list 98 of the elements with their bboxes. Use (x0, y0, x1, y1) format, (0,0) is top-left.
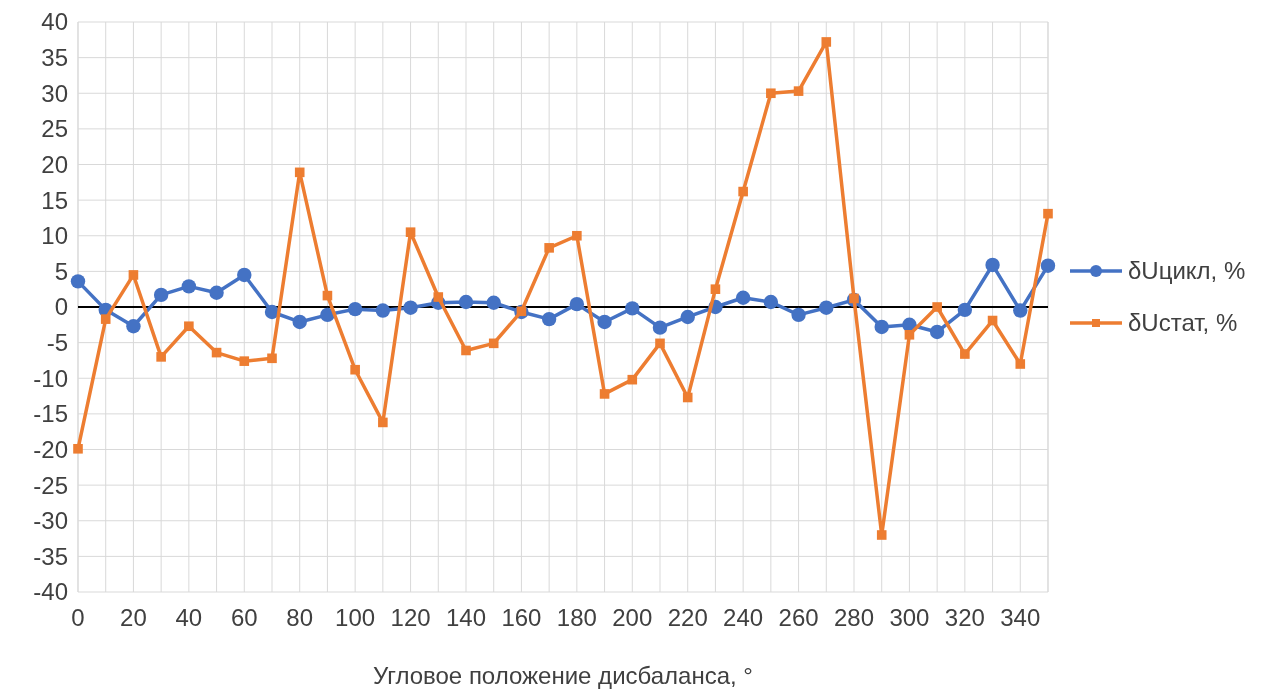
point (682, 392, 693, 403)
point (128, 270, 139, 280)
point (488, 338, 499, 349)
point (350, 364, 360, 375)
y-tick-label: -25 (33, 471, 68, 499)
y-tick-label: -40 (33, 578, 68, 606)
point (793, 86, 804, 96)
point (70, 274, 86, 289)
point (292, 314, 307, 330)
point (766, 88, 776, 99)
point (378, 417, 388, 428)
point (569, 296, 585, 312)
x-tick-label: 40 (175, 604, 203, 631)
y-tick-label: 15 (41, 186, 68, 214)
x-tick-label: 80 (286, 604, 314, 631)
point (73, 443, 83, 454)
y-tick-label: 0 (54, 293, 68, 321)
point (652, 320, 668, 335)
point (874, 319, 889, 335)
point (957, 302, 973, 318)
x-tick-label: 0 (71, 604, 85, 631)
x-tick-label: 260 (778, 604, 819, 631)
point (267, 353, 277, 364)
point (819, 300, 834, 315)
y-tick-label: -35 (33, 542, 68, 570)
y-tick-label: -10 (33, 364, 68, 392)
x-tick-label: 340 (1000, 604, 1041, 631)
y-tick-label: 30 (41, 79, 68, 107)
point (153, 287, 169, 303)
point (541, 311, 557, 327)
x-axis-title: Угловое положение дисбаланса, ° (373, 662, 753, 689)
point (100, 314, 111, 324)
point (375, 303, 391, 318)
point (763, 294, 779, 310)
y-tick-label: 40 (41, 8, 68, 36)
y-tick-label: -20 (33, 435, 68, 463)
point (791, 307, 806, 323)
point (347, 301, 363, 317)
x-tick-label: 240 (723, 604, 764, 631)
point (876, 530, 887, 540)
point (1040, 258, 1056, 273)
y-tick-label: 5 (54, 257, 68, 285)
legend-label: δUстат, % (1128, 309, 1238, 337)
x-tick-label: 280 (833, 604, 875, 631)
point (735, 290, 751, 305)
x-tick-label: 160 (501, 604, 542, 631)
point (710, 284, 721, 294)
point (156, 352, 166, 362)
point (209, 285, 224, 300)
point (904, 329, 915, 340)
point (184, 321, 194, 332)
point (738, 186, 748, 197)
point (625, 301, 640, 316)
point (572, 230, 582, 241)
x-tick-label: 320 (944, 604, 985, 631)
point (403, 300, 418, 315)
point (294, 167, 305, 178)
point (597, 314, 612, 330)
y-tick-label: 35 (41, 44, 68, 72)
point (458, 294, 474, 310)
point (126, 319, 141, 334)
legend-label: δUцикл, % (1128, 257, 1246, 285)
point (181, 279, 197, 294)
point (264, 304, 280, 320)
y-tick-label: -15 (33, 400, 68, 428)
y-tick-label: 20 (41, 150, 68, 178)
point (680, 309, 695, 325)
point (461, 345, 471, 356)
x-tick-label: 100 (335, 604, 376, 631)
x-tick-label: 60 (230, 604, 258, 631)
point (655, 338, 665, 349)
x-tick-label: 180 (556, 604, 597, 631)
point (985, 257, 1000, 273)
point (544, 243, 554, 253)
point (821, 37, 832, 47)
y-tick-label: -5 (46, 329, 68, 357)
x-tick-label: 140 (445, 604, 487, 631)
x-tick-label: 220 (667, 604, 708, 631)
point (405, 227, 416, 237)
point (929, 324, 945, 340)
y-tick-label: -30 (33, 507, 68, 535)
point (627, 374, 638, 385)
point (599, 389, 610, 399)
point (1013, 303, 1028, 318)
point (237, 267, 252, 283)
point (486, 295, 501, 310)
y-tick-label: 25 (41, 115, 68, 143)
point (960, 349, 970, 359)
point (932, 302, 942, 312)
y-tick-label: 10 (41, 222, 68, 250)
point (1043, 208, 1053, 219)
x-tick-label: 200 (612, 604, 653, 631)
x-tick-label: 20 (120, 604, 147, 631)
x-tick-label: 300 (889, 604, 930, 631)
point (1015, 359, 1026, 369)
x-tick-label: 120 (390, 604, 431, 631)
point (239, 356, 250, 366)
point (433, 292, 444, 302)
